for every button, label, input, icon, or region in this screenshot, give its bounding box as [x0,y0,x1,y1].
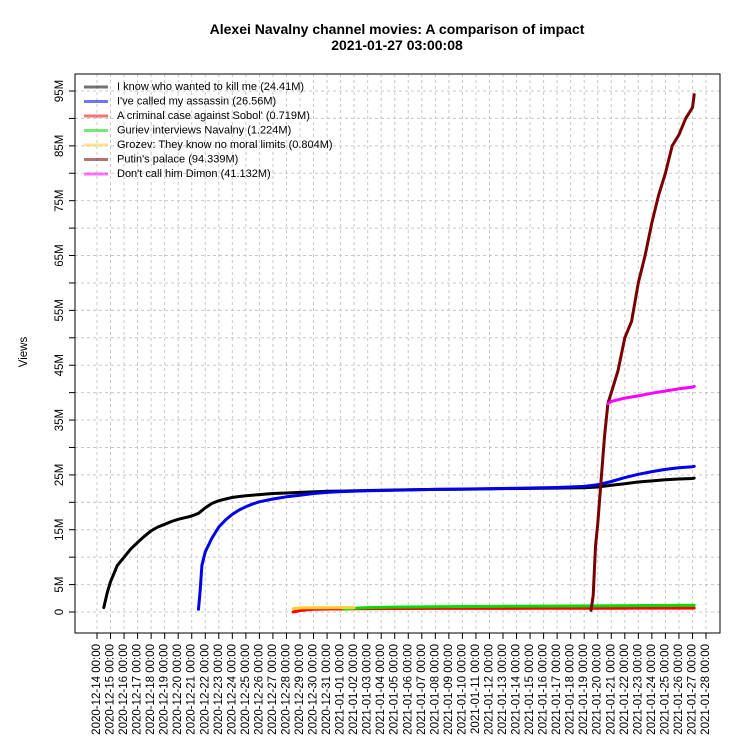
x-tick-label: 2020-12-31 00:00 [321,644,333,735]
y-tick-label: 25M [54,464,66,486]
legend-label: Don't call him Dimon (41.132M) [117,168,271,180]
series-line [589,93,696,612]
legend-label: Putin's palace (94.339M) [117,154,238,166]
x-tick-label: 2021-01-25 00:00 [659,644,671,735]
x-tick-label: 2021-01-18 00:00 [565,644,577,735]
x-tick-label: 2020-12-18 00:00 [145,644,157,735]
series-line [342,603,696,611]
x-tick-label: 2020-12-29 00:00 [294,644,306,735]
y-tick-label: 65M [54,244,66,266]
x-tick-label: 2021-01-27 00:00 [686,644,698,735]
x-axis: 2020-12-14 00:00 2020-12-15 00:00 2020-12-… [91,633,712,735]
x-tick-label: 2021-01-12 00:00 [483,644,495,735]
series-line [606,384,696,406]
x-tick-label: 2021-01-06 00:00 [402,644,414,735]
x-tick-label: 2021-01-23 00:00 [632,644,644,735]
series-line [291,606,356,611]
x-tick-label: 2021-01-03 00:00 [362,644,374,735]
x-tick-label: 2021-01-08 00:00 [429,644,441,735]
x-tick-label: 2020-12-24 00:00 [226,644,238,735]
x-tick-label: 2021-01-21 00:00 [605,644,617,735]
series-line [197,464,696,611]
x-tick-label: 2021-01-14 00:00 [511,644,523,735]
y-tick-label: 5M [54,577,66,593]
x-tick-label: 2021-01-07 00:00 [416,644,428,735]
x-tick-label: 2020-12-15 00:00 [105,644,117,735]
x-tick-label: 2020-12-27 00:00 [267,644,279,735]
y-tick-label: 95M [54,80,66,102]
x-tick-label: 2021-01-05 00:00 [389,644,401,735]
chart-subtitle: 2021-01-27 03:00:08 [331,37,463,53]
x-tick-label: 2021-01-26 00:00 [673,644,685,735]
x-tick-label: 2021-01-28 00:00 [700,644,712,735]
x-tick-label: 2021-01-11 00:00 [470,644,482,734]
y-tick-label: 85M [54,135,66,157]
x-tick-label: 2021-01-17 00:00 [551,644,563,735]
x-tick-label: 2021-01-16 00:00 [538,644,550,735]
y-tick-label: 55M [54,299,66,321]
x-tick-label: 2020-12-30 00:00 [308,644,320,735]
x-tick-label: 2020-12-25 00:00 [240,644,252,735]
x-tick-label: 2020-12-28 00:00 [280,644,292,735]
y-tick-label: 45M [54,354,66,376]
x-tick-label: 2021-01-02 00:00 [348,644,360,735]
y-tick-label: 35M [54,409,66,431]
series-line [102,476,696,610]
x-tick-label: 2021-01-19 00:00 [578,644,590,735]
x-tick-label: 2020-12-26 00:00 [253,644,265,735]
y-tick-label: 15M [54,519,66,541]
y-axis: 0 5M 15M 25M 35M 45M 55M 65M 75M 85M 95M [54,80,75,615]
x-tick-label: 2021-01-10 00:00 [456,644,468,735]
x-tick-label: 2021-01-15 00:00 [524,644,536,735]
x-tick-label: 2021-01-22 00:00 [619,644,631,735]
legend-label: Grozev: They know no moral limits (0.804… [117,139,333,151]
x-tick-label: 2021-01-20 00:00 [592,644,604,735]
series-group [102,93,696,614]
y-tick-label: 75M [54,189,66,211]
x-tick-label: 2020-12-21 00:00 [186,644,198,735]
y-tick-label: 0 [54,609,66,615]
x-tick-label: 2020-12-14 00:00 [91,644,103,735]
x-tick-label: 2020-12-17 00:00 [132,644,144,735]
x-tick-label: 2021-01-04 00:00 [375,644,387,735]
x-tick-label: 2020-12-23 00:00 [213,644,225,735]
x-tick-label: 2020-12-19 00:00 [159,644,171,735]
legend-label: I know who wanted to kill me (24.41M) [117,81,304,93]
legend: I know who wanted to kill me (24.41M) I'v… [84,81,333,180]
x-tick-label: 2020-12-20 00:00 [172,644,184,735]
legend-label: I've called my assassin (26.56M) [117,96,276,108]
y-axis-label: Views [18,337,30,368]
chart-title: Alexei Navalny channel movies: A compari… [210,21,585,37]
x-tick-label: 2020-12-22 00:00 [199,644,211,735]
x-tick-label: 2021-01-24 00:00 [646,644,658,735]
legend-label: Guriev interviews Navalny (1.224M) [117,125,291,137]
x-tick-label: 2020-12-16 00:00 [118,644,130,735]
x-tick-label: 2021-01-09 00:00 [443,644,455,735]
x-tick-label: 2021-01-13 00:00 [497,644,509,735]
legend-label: A criminal case against Sobol' (0.719M) [117,110,310,122]
x-tick-label: 2021-01-01 00:00 [335,644,347,735]
plot-frame [74,73,721,634]
